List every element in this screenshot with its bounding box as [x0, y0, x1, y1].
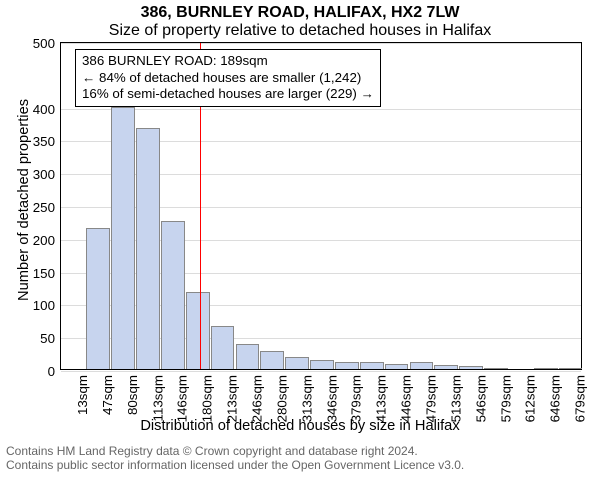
- bar: [360, 362, 384, 369]
- x-tick-label: 146sqm: [175, 375, 190, 422]
- bar: [335, 362, 359, 369]
- footer-line-1: Contains HM Land Registry data © Crown c…: [6, 444, 464, 458]
- y-tick-label: 300: [21, 167, 55, 182]
- gridline: [61, 109, 581, 110]
- y-tick-label: 100: [21, 298, 55, 313]
- bar: [310, 360, 334, 369]
- x-tick-label: 679sqm: [573, 375, 588, 422]
- annotation-line: 16% of semi-detached houses are larger (…: [82, 86, 374, 103]
- page-title: 386, BURNLEY ROAD, HALIFAX, HX2 7LW: [0, 4, 600, 22]
- x-tick-label: 546sqm: [473, 375, 488, 422]
- x-tick-label: 413sqm: [374, 375, 389, 422]
- x-tick-label: 313sqm: [299, 375, 314, 422]
- y-tick-label: 200: [21, 233, 55, 248]
- footer-line-2: Contains public sector information licen…: [6, 458, 464, 472]
- x-tick-label: 646sqm: [548, 375, 563, 422]
- x-axis-label: Distribution of detached houses by size …: [0, 418, 600, 434]
- x-tick-label: 479sqm: [423, 375, 438, 422]
- bar: [86, 228, 110, 369]
- bar: [459, 366, 483, 369]
- x-tick-label: 346sqm: [324, 375, 339, 422]
- annotation-line: ← 84% of detached houses are smaller (1,…: [82, 70, 374, 87]
- bar: [285, 357, 309, 369]
- bar: [161, 221, 185, 369]
- x-tick-label: 113sqm: [150, 375, 165, 421]
- gridline: [61, 43, 581, 44]
- y-tick-label: 0: [21, 364, 55, 379]
- x-tick-label: 513sqm: [448, 375, 463, 422]
- x-tick-label: 612sqm: [523, 375, 538, 422]
- x-tick-label: 47sqm: [100, 375, 115, 415]
- bar: [111, 107, 135, 369]
- bar: [534, 368, 558, 369]
- bar: [559, 368, 583, 369]
- x-tick-label: 13sqm: [75, 375, 90, 415]
- footer-text: Contains HM Land Registry data © Crown c…: [6, 444, 464, 473]
- bar: [434, 365, 458, 369]
- x-tick-label: 379sqm: [349, 375, 364, 422]
- bar: [186, 292, 210, 369]
- x-tick-label: 80sqm: [125, 375, 140, 415]
- page-subtitle: Size of property relative to detached ho…: [0, 22, 600, 40]
- y-tick-label: 350: [21, 134, 55, 149]
- chart-root: 386, BURNLEY ROAD, HALIFAX, HX2 7LW Size…: [0, 0, 600, 500]
- bar: [136, 128, 160, 369]
- bar: [236, 344, 260, 369]
- plot-area: 05010015020025030035040050013sqm47sqm80s…: [60, 42, 582, 370]
- y-tick-label: 50: [21, 331, 55, 346]
- x-tick-label: 446sqm: [399, 375, 414, 422]
- x-tick-label: 280sqm: [274, 375, 289, 422]
- annotation-line: 386 BURNLEY ROAD: 189sqm: [82, 53, 374, 70]
- bar: [385, 364, 409, 369]
- x-tick-label: 246sqm: [249, 375, 264, 422]
- y-tick-label: 500: [21, 36, 55, 51]
- bar: [211, 326, 235, 369]
- y-tick-label: 400: [21, 102, 55, 117]
- gridline: [61, 371, 581, 372]
- y-tick-label: 150: [21, 266, 55, 281]
- x-tick-label: 180sqm: [200, 375, 215, 422]
- bar: [260, 351, 284, 369]
- y-tick-label: 250: [21, 200, 55, 215]
- x-tick-label: 579sqm: [498, 375, 513, 422]
- annotation-box: 386 BURNLEY ROAD: 189sqm← 84% of detache…: [75, 49, 381, 107]
- bar: [410, 362, 434, 369]
- x-tick-label: 213sqm: [225, 375, 240, 422]
- bar: [484, 368, 508, 369]
